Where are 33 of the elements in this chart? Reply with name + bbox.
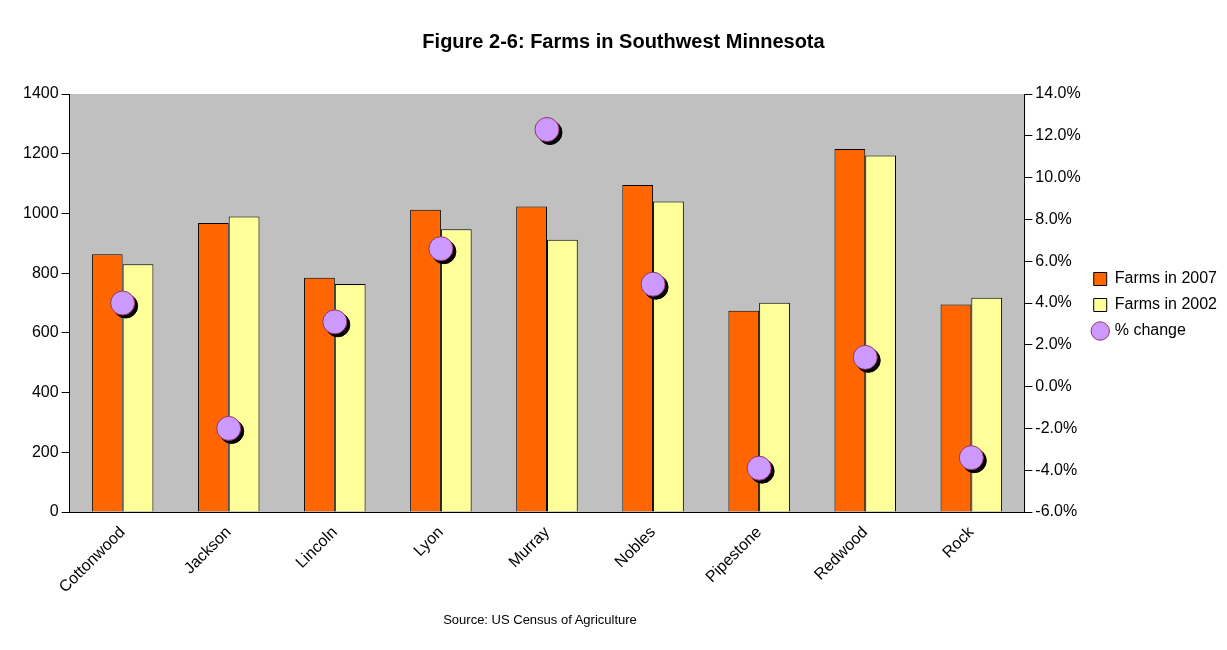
y-tick-label: 200 (31, 442, 59, 460)
chart-title: Figure 2-6: Farms in Southwest Minnesota (422, 29, 826, 52)
y2-tick-label: 2.0% (1035, 335, 1072, 353)
y2-tick-label: 0.0% (1035, 377, 1072, 395)
point (428, 236, 454, 262)
y2-tick-label: 10.0% (1035, 168, 1081, 186)
point (640, 271, 666, 297)
point (746, 455, 772, 481)
legend-label: % change (1114, 321, 1186, 339)
point (322, 309, 348, 335)
point (534, 117, 560, 143)
legend-label: Farms in 2002 (1114, 295, 1218, 313)
y2-tick-label: 14.0% (1035, 84, 1081, 102)
y2-tick-label: -6.0% (1035, 502, 1078, 520)
point (852, 344, 878, 370)
y2-tick-label: -2.0% (1035, 418, 1078, 436)
y-tick-label: 600 (31, 323, 59, 341)
y2-tick-label: 6.0% (1035, 251, 1072, 269)
point (110, 290, 136, 316)
y2-tick-label: 12.0% (1035, 126, 1081, 144)
y2-tick-label: 4.0% (1035, 293, 1072, 311)
y-tick-label: 400 (31, 383, 59, 401)
y-tick-label: 1200 (23, 144, 59, 162)
y-tick-label: 1000 (23, 203, 59, 221)
y-tick-label: 800 (31, 263, 59, 281)
y-tick-label: 1400 (23, 84, 59, 102)
y2-tick-label: 8.0% (1035, 209, 1072, 227)
source-note: Source: US Census of Agriculture (442, 612, 638, 627)
point (216, 415, 242, 441)
y-tick-label: 0 (49, 502, 59, 520)
y2-tick-label: -4.0% (1035, 460, 1078, 478)
point (958, 445, 984, 471)
legend-label: Farms in 2007 (1114, 269, 1218, 287)
